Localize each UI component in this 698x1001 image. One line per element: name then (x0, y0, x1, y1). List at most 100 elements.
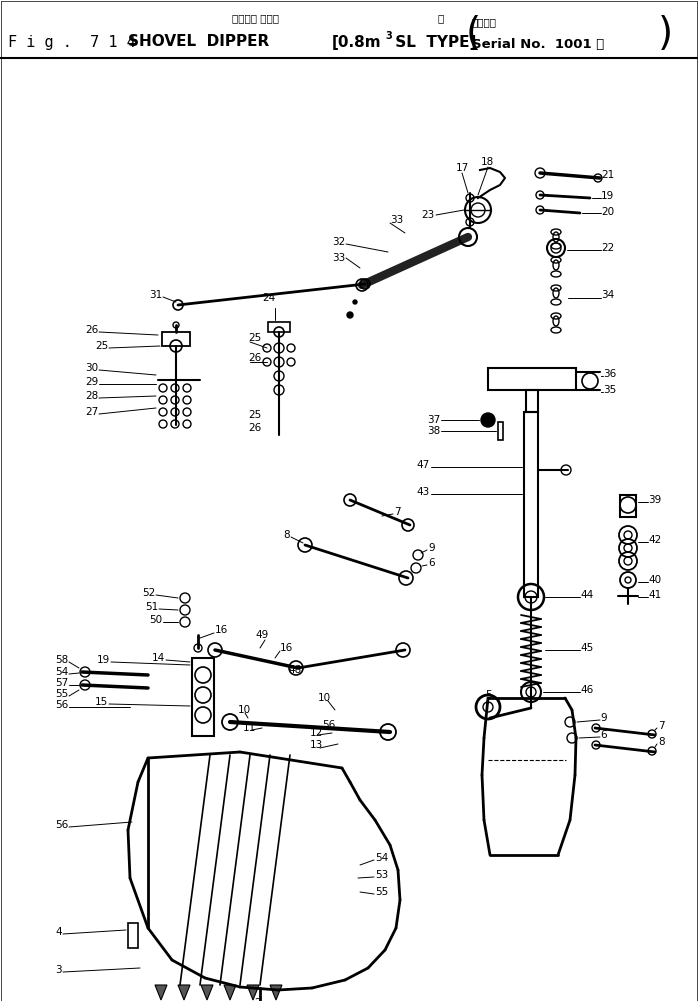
Text: 41: 41 (648, 590, 661, 600)
Text: 3: 3 (385, 31, 392, 41)
Bar (128, 923, 138, 948)
Circle shape (347, 312, 353, 318)
Text: 26: 26 (248, 353, 261, 363)
Polygon shape (270, 985, 282, 1000)
Text: 15: 15 (95, 697, 108, 707)
Polygon shape (201, 985, 213, 1000)
Bar (488, 368, 576, 390)
Circle shape (353, 300, 357, 304)
Text: 52: 52 (142, 588, 155, 598)
Text: 21: 21 (601, 170, 614, 180)
Bar (526, 390, 538, 412)
Bar (192, 658, 214, 736)
Polygon shape (155, 985, 167, 1000)
Text: 55: 55 (54, 689, 68, 699)
Text: 37: 37 (426, 415, 440, 425)
Text: 11: 11 (243, 723, 256, 733)
Text: 47: 47 (417, 460, 430, 470)
Text: 10: 10 (238, 705, 251, 715)
Text: 33: 33 (390, 215, 403, 225)
Text: 53: 53 (375, 870, 388, 880)
Text: 17: 17 (456, 163, 469, 173)
Text: 10: 10 (318, 693, 331, 703)
Text: 25: 25 (248, 333, 261, 343)
Text: 36: 36 (603, 369, 616, 379)
Text: 33: 33 (332, 253, 345, 263)
Text: 19: 19 (97, 655, 110, 665)
Text: 56: 56 (54, 820, 68, 830)
Text: 58: 58 (54, 655, 68, 665)
Text: 35: 35 (603, 385, 616, 395)
Text: 44: 44 (580, 590, 593, 600)
Text: 19: 19 (601, 191, 614, 201)
Text: 18: 18 (481, 157, 494, 167)
Text: 40: 40 (648, 575, 661, 585)
Text: 49: 49 (255, 630, 268, 640)
Text: 25: 25 (95, 341, 108, 351)
Text: 48: 48 (288, 665, 302, 675)
Text: 38: 38 (426, 426, 440, 436)
Text: 51: 51 (144, 602, 158, 612)
Text: 22: 22 (601, 243, 614, 253)
Text: 2: 2 (255, 998, 261, 1001)
Text: 27: 27 (84, 407, 98, 417)
Text: 25: 25 (248, 410, 261, 420)
Text: 14: 14 (151, 653, 165, 663)
Text: 20: 20 (601, 207, 614, 217)
Text: 54: 54 (54, 667, 68, 677)
Text: F i g .  7 1 4: F i g . 7 1 4 (8, 34, 135, 49)
Text: ): ) (658, 15, 673, 53)
Text: 8: 8 (658, 737, 664, 747)
Text: 9: 9 (600, 713, 607, 723)
Text: 23: 23 (421, 210, 434, 220)
Bar (268, 322, 290, 332)
Text: 42: 42 (648, 535, 661, 545)
Text: 24: 24 (262, 293, 275, 303)
Polygon shape (247, 985, 259, 1000)
Text: 5: 5 (484, 690, 491, 700)
Text: 8: 8 (283, 530, 290, 540)
Text: 6: 6 (428, 558, 435, 568)
Text: 45: 45 (580, 643, 593, 653)
Text: 30: 30 (85, 363, 98, 373)
Text: 26: 26 (248, 423, 261, 433)
Text: 3: 3 (55, 965, 62, 975)
Bar (620, 495, 636, 517)
Text: 4: 4 (55, 927, 62, 937)
Text: 54: 54 (375, 853, 388, 863)
Text: 56: 56 (54, 700, 68, 710)
Text: 43: 43 (417, 487, 430, 497)
Text: 形: 形 (438, 13, 444, 23)
Text: 13: 13 (310, 740, 323, 750)
Text: 39: 39 (648, 495, 661, 505)
Bar (162, 332, 190, 346)
Text: 55: 55 (375, 887, 388, 897)
Text: 6: 6 (600, 730, 607, 740)
Text: 50: 50 (149, 615, 162, 625)
Circle shape (481, 413, 495, 427)
Text: 56: 56 (322, 720, 335, 730)
Text: 9: 9 (428, 543, 435, 553)
Text: Serial No.  1001 ～: Serial No. 1001 ～ (472, 37, 604, 50)
Text: 適用号機: 適用号機 (472, 17, 497, 27)
Text: SHOVEL  DIPPER: SHOVEL DIPPER (128, 34, 269, 49)
Text: 46: 46 (580, 685, 593, 695)
Bar (498, 422, 503, 440)
Text: 57: 57 (54, 678, 68, 688)
Text: 31: 31 (149, 290, 162, 300)
Text: 7: 7 (394, 507, 401, 517)
Text: 29: 29 (84, 377, 98, 387)
Text: 16: 16 (280, 643, 293, 653)
Text: SL  TYPE]: SL TYPE] (390, 34, 476, 49)
Bar (524, 412, 538, 597)
Text: 7: 7 (658, 721, 664, 731)
Text: [0.8m: [0.8m (332, 34, 382, 49)
Text: 28: 28 (84, 391, 98, 401)
Text: ショベル ディバ: ショベル ディバ (232, 13, 279, 23)
Text: 34: 34 (601, 290, 614, 300)
Polygon shape (224, 985, 236, 1000)
Text: 12: 12 (310, 728, 323, 738)
Text: 26: 26 (84, 325, 98, 335)
Text: (: ( (466, 15, 481, 53)
Text: 16: 16 (215, 625, 228, 635)
